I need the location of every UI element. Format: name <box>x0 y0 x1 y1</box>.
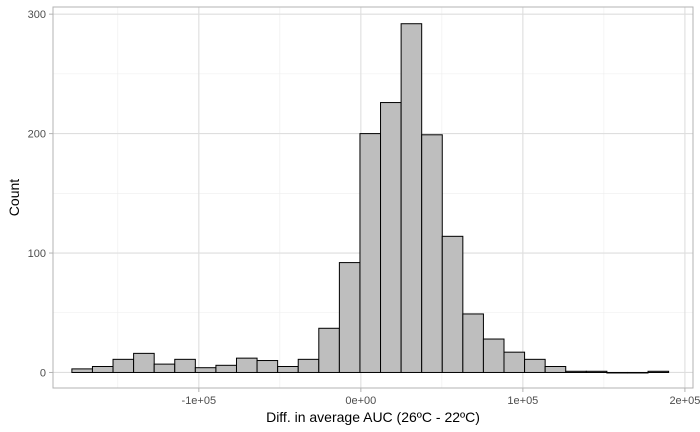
y-tick-label: 0 <box>40 367 46 379</box>
histogram-bar <box>235 357 258 373</box>
histogram-bar <box>71 368 93 373</box>
histogram-bar <box>153 363 176 373</box>
histogram-bar <box>524 358 546 373</box>
histogram-bar <box>133 352 155 373</box>
histogram-bar <box>174 358 196 373</box>
histogram-bar <box>112 358 135 373</box>
histogram-bar <box>400 23 423 373</box>
histogram-bar <box>503 351 526 373</box>
histogram-bar <box>565 370 587 373</box>
histogram-bar <box>380 102 402 373</box>
histogram-bar <box>462 313 484 373</box>
histogram-bar <box>482 338 505 373</box>
histogram-bar <box>647 370 670 373</box>
histogram-bar <box>318 327 340 373</box>
y-axis-title: Count <box>6 179 22 216</box>
histogram-bar <box>585 370 608 373</box>
histogram-bar <box>215 364 237 373</box>
ticks-layer <box>49 13 686 392</box>
x-axis-title: Diff. in average AUC (26ºC - 22ºC) <box>266 409 480 425</box>
y-tick-label: 300 <box>28 9 46 21</box>
histogram-bar <box>626 371 649 374</box>
histogram-bar <box>441 235 464 373</box>
histogram-bar <box>91 366 114 373</box>
histogram-bar <box>338 262 361 373</box>
tick-labels-layer: -1e+05 0e+00 1e+05 2e+05 0 100 200 300 <box>28 9 700 407</box>
histogram-bar <box>297 358 320 373</box>
histogram-bar <box>256 360 279 373</box>
y-tick-label: 200 <box>28 129 46 141</box>
histogram-bar <box>544 366 567 373</box>
x-tick-label: 2e+05 <box>669 395 700 407</box>
panel-border <box>52 6 694 389</box>
histogram-bar <box>359 133 382 373</box>
x-tick-label: -1e+05 <box>182 395 217 407</box>
x-tick-label: 0e+00 <box>345 395 376 407</box>
x-tick-label: 1e+05 <box>507 395 538 407</box>
histogram-bar <box>421 134 443 373</box>
histogram-bar <box>606 371 628 374</box>
histogram-bar <box>277 366 299 373</box>
y-tick-label: 100 <box>28 248 46 260</box>
bars-layer <box>71 23 670 374</box>
histogram-bar <box>194 367 217 373</box>
